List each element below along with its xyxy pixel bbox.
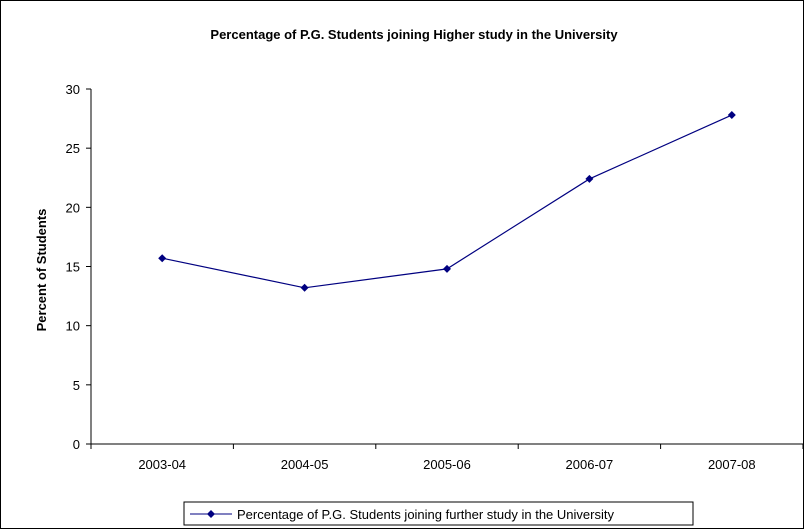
x-tick-label: 2003-04 — [138, 457, 186, 472]
data-point — [443, 264, 451, 273]
legend-box — [183, 501, 694, 526]
chart-title: Percentage of P.G. Students joining High… — [210, 27, 618, 42]
y-tick-label: 30 — [66, 82, 80, 97]
y-tick-label: 0 — [73, 437, 80, 452]
series-line — [162, 114, 733, 289]
legend-label: Percentage of P.G. Students joining furt… — [237, 507, 614, 522]
y-tick-label: 10 — [66, 319, 80, 334]
legend-marker-diamond — [207, 510, 215, 518]
plot-area: 0 5 10 15 20 25 30 2003-04 2004-05 2005-06 2006-07… — [66, 82, 803, 472]
x-tick-label: 2004-05 — [281, 457, 329, 472]
y-tick-label: 15 — [66, 260, 80, 275]
y-tick-label: 20 — [66, 200, 80, 215]
x-tick-label: 2005-06 — [423, 457, 471, 472]
legend: Percentage of P.G. Students joining furt… — [183, 501, 694, 526]
y-axis-title: Percent of Students — [34, 209, 49, 332]
y-tick-label: 5 — [73, 378, 80, 393]
data-point — [585, 174, 594, 183]
data-point — [727, 111, 736, 120]
data-point — [158, 254, 167, 263]
x-tick-label: 2006-07 — [566, 457, 614, 472]
y-tick-label: 25 — [66, 141, 80, 156]
data-point — [300, 283, 309, 292]
x-tick-label: 2007-08 — [708, 457, 756, 472]
